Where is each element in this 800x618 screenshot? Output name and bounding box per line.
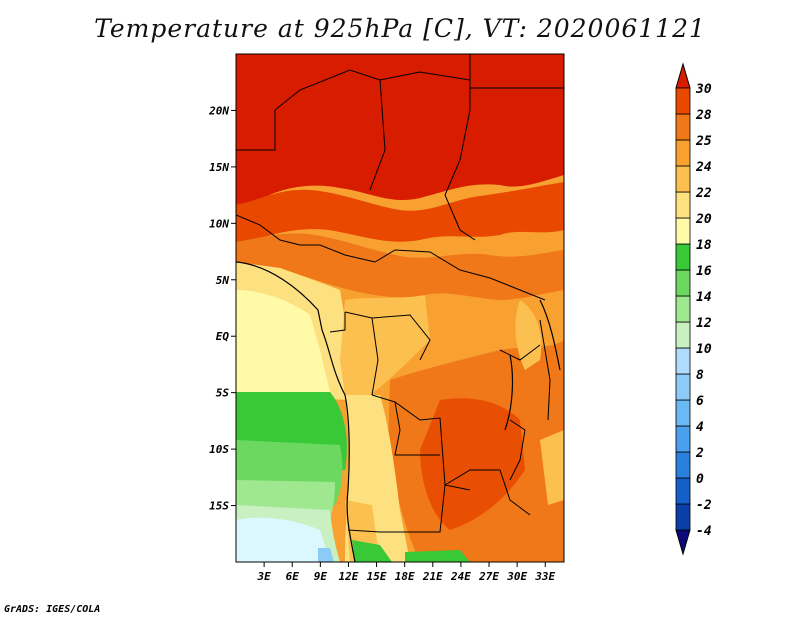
colorbar-level-label: 22: [695, 186, 712, 201]
colorbar-level-label: 6: [696, 394, 704, 409]
colorbar-box: [675, 451, 691, 479]
colorbar-box: [675, 399, 691, 427]
lon-tick-label: 9E: [314, 570, 328, 583]
lat-tick-label: 5S: [216, 387, 230, 400]
temperature-field: [236, 54, 564, 562]
colorbar-box: [675, 295, 691, 323]
colorbar-level-label: 25: [695, 134, 712, 149]
colorbar-level-label: -2: [696, 498, 712, 513]
colorbar-box: [675, 191, 691, 219]
lat-tick-label: 10N: [209, 217, 229, 230]
lon-tick-label: 24E: [450, 570, 471, 583]
colorbar-box: [675, 165, 691, 193]
lon-tick-label: 3E: [256, 570, 271, 583]
colorbar-box: [675, 217, 691, 245]
lon-tick-label: 18E: [395, 570, 415, 583]
lat-tick-label: 15N: [209, 161, 229, 174]
colorbar-box: [675, 425, 691, 453]
colorbar-level-label: 8: [696, 368, 704, 383]
colorbar-level-label: 20: [695, 212, 712, 227]
colorbar-box: [675, 347, 691, 375]
lat-tick-label: 5N: [216, 274, 230, 287]
colorbar-min-triangle: [675, 529, 691, 556]
lon-tick-label: 12E: [339, 570, 359, 583]
lon-tick-label: 15E: [367, 570, 387, 583]
lat-tick-label: 15S: [209, 500, 229, 513]
colorbar-max-triangle: [675, 62, 691, 89]
lon-tick-label: 21E: [422, 570, 443, 583]
colorbar-level-label: 2: [695, 446, 704, 461]
lon-tick-label: 30E: [506, 570, 527, 583]
colorbar-level-label: 14: [696, 290, 712, 305]
lat-tick-label: EQ: [216, 330, 230, 343]
colorbar-box: [675, 87, 691, 115]
colorbar-level-label: -4: [696, 524, 712, 539]
colorbar-box: [675, 321, 691, 349]
map-title: Temperature at 925hPa [C], VT: 202006112…: [94, 14, 706, 43]
colorbar-level-label: 30: [695, 82, 712, 97]
colorbar-level-label: 4: [696, 420, 704, 435]
colorbar-level-label: 16: [696, 264, 712, 279]
colorbar-level-label: 18: [696, 238, 712, 253]
longitude-axis: 3E 6E 9E 12E 15E 18E 21E 24E 27E 30E 33E: [256, 562, 556, 583]
colorbar-box: [675, 477, 691, 505]
colorbar-box: [675, 139, 691, 167]
colorbar-box: [675, 243, 691, 271]
country-borders: [236, 54, 564, 533]
colorbar-level-label: 0: [696, 472, 704, 487]
lon-tick-label: 27E: [478, 570, 499, 583]
lat-tick-label: 10S: [209, 443, 229, 456]
lon-tick-label: 6E: [286, 570, 300, 583]
colorbar-box: [675, 503, 691, 531]
lat-tick-label: 20N: [208, 104, 229, 117]
colorbar-level-label: 10: [696, 342, 712, 357]
footer-credit: GrADS: IGES/COLA: [4, 604, 101, 615]
colorbar-level-label: 24: [695, 160, 712, 175]
map-frame: [235, 53, 565, 563]
lon-tick-label: 33E: [534, 570, 555, 583]
colorbar-level-label: 12: [696, 316, 712, 331]
colorbar-box: [675, 373, 691, 401]
colorbar-level-label: 28: [695, 108, 712, 123]
coastline: [236, 261, 561, 562]
colorbar-box: [675, 269, 691, 297]
latitude-axis: 20N 15N 10N 5N EQ 5S 10S 15S: [208, 104, 236, 513]
colorbar-box: [675, 113, 691, 141]
